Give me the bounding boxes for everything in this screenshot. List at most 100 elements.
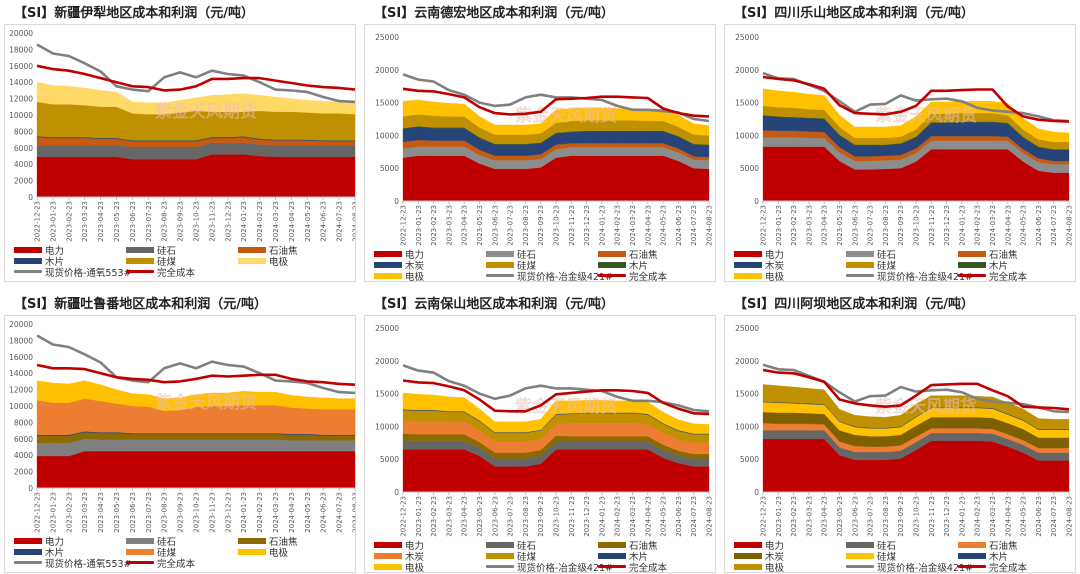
legend-item: 完全成本	[126, 557, 195, 570]
y-tick-label: 2000	[14, 177, 33, 186]
x-tick-label: 2024-06-23	[320, 201, 328, 242]
legend-label: 木炭	[765, 260, 785, 272]
y-tick-label: 15000	[735, 99, 759, 108]
legend-swatch	[598, 261, 626, 268]
legend-item: 电力	[14, 244, 64, 257]
x-tick-label: 2023-08-23	[882, 205, 890, 246]
x-tick-label: 2024-07-23	[690, 205, 698, 246]
legend-swatch	[958, 541, 986, 548]
legend-item: 现货价格-冶金级421#	[846, 270, 973, 283]
x-tick-label: 2023-07-23	[145, 201, 153, 242]
y-tick-label: 10000	[735, 422, 759, 431]
x-tick-label: 2023-03-23	[81, 201, 89, 242]
x-tick-label: 2023-11-23	[208, 201, 216, 242]
legend-label: 完全成本	[157, 267, 196, 279]
line-现货价格-冶金级421#	[402, 73, 710, 123]
x-tick-label: 2023-11-23	[928, 205, 936, 246]
legend-label: 电力	[405, 540, 425, 552]
x-tick-label: 2024-04-23	[288, 201, 296, 242]
x-tick-label: 2023-12-23	[583, 205, 591, 246]
x-tick-label: 2024-08-23	[706, 496, 714, 537]
area-电极	[36, 82, 355, 115]
x-tick-label: 2022-12-23	[400, 205, 408, 246]
y-tick-label: 20000	[9, 320, 33, 329]
x-tick-label: 2024-06-23	[1035, 205, 1043, 246]
chart-frame: 0 2000 4000 6000 8000 10000 12000 14000 16000 180…	[4, 315, 356, 573]
x-tick-label: 2024-03-23	[272, 492, 280, 533]
y-tick-label: 0	[394, 488, 399, 497]
y-tick-label: 0	[28, 484, 33, 493]
x-tick-label: 2023-02-23	[790, 205, 798, 246]
legend-label: 木炭	[765, 551, 785, 563]
legend-swatch	[734, 261, 762, 268]
y-tick-label: 14000	[9, 78, 33, 87]
legend-swatch	[598, 250, 626, 257]
x-tick-label: 2022-12-23	[34, 201, 42, 242]
x-tick-label: 2024-03-23	[629, 496, 637, 537]
y-tick-label: 8000	[14, 127, 33, 136]
legend-label: 硅石	[877, 249, 897, 261]
legend-swatch	[486, 261, 514, 268]
line-现货价格-通氧553#	[36, 43, 355, 104]
x-tick-label: 2023-08-23	[882, 496, 890, 537]
x-tick-label: 2024-08-23	[352, 201, 356, 242]
legend-label: 木片	[45, 547, 65, 559]
legend-swatch	[958, 261, 986, 268]
x-tick-label: 2022-12-23	[760, 496, 768, 537]
y-tick-label: 25000	[735, 324, 759, 333]
legend-swatch	[126, 561, 154, 564]
x-tick-label: 2023-07-23	[867, 205, 875, 246]
chart-title: 【SI】云南保山地区成本和利润（元/吨）	[374, 297, 614, 312]
x-tick-label: 2023-03-23	[805, 496, 813, 537]
legend-item: 电极	[238, 255, 288, 268]
legend-swatch	[374, 261, 402, 268]
legend-item: 木片	[14, 255, 64, 268]
legend-label: 木片	[989, 260, 1009, 272]
chart-title: 【SI】新疆伊犁地区成本和利润（元/吨）	[14, 6, 254, 21]
x-tick-label: 2023-10-23	[913, 496, 921, 537]
y-tick-label: 18000	[9, 336, 33, 345]
legend-item: 硅煤	[486, 259, 536, 272]
line-现货价格-通氧553#	[36, 334, 355, 395]
x-tick-label: 2024-03-23	[272, 201, 280, 242]
y-tick-label: 14000	[9, 369, 33, 378]
x-tick-label: 2022-12-23	[400, 496, 408, 537]
x-tick-label: 2023-10-23	[553, 496, 561, 537]
legend-swatch	[734, 541, 762, 548]
line-完全成本	[762, 368, 1070, 411]
y-tick-label: 10000	[735, 131, 759, 140]
legend-item: 完全成本	[126, 266, 196, 279]
y-tick-label: 6000	[14, 144, 33, 153]
legend-item: 硅石	[846, 248, 897, 261]
x-tick-label: 2023-10-23	[553, 205, 561, 246]
x-tick-label: 2024-03-23	[989, 205, 997, 246]
legend-label: 电极	[269, 547, 289, 559]
x-tick-label: 2023-07-23	[867, 496, 875, 537]
y-tick-label: 10000	[375, 131, 399, 140]
legend-item: 现货价格-通氧553#	[14, 266, 132, 279]
x-tick-label: 2024-07-23	[336, 201, 344, 242]
y-tick-label: 20000	[375, 357, 399, 366]
legend-swatch	[238, 246, 266, 253]
watermark: 紫金天风期货	[875, 396, 977, 417]
legend-label: 现货价格-通氧553#	[45, 267, 132, 279]
x-tick-label: 2023-12-23	[583, 496, 591, 537]
legend-swatch	[126, 270, 154, 273]
chart-frame: 0 5000 10000 15000 20000 25000 紫金天风期货 2022-12-2…	[724, 315, 1076, 573]
y-tick-label: 4000	[14, 451, 33, 460]
legend-item: 木片	[598, 259, 648, 272]
legend-item: 木片	[958, 259, 1009, 272]
x-tick-label: 2024-01-23	[598, 205, 606, 246]
legend-swatch	[486, 250, 514, 257]
x-tick-label: 2024-06-23	[675, 205, 683, 246]
legend-swatch	[486, 552, 514, 559]
legend-swatch	[238, 537, 266, 544]
legend-swatch	[126, 257, 154, 264]
chart-panel: 【SI】云南德宏地区成本和利润（元/吨） 0 5000 10000 15000 20000…	[360, 0, 720, 283]
x-tick-label: 2024-05-23	[660, 205, 668, 246]
area-电力	[36, 154, 355, 198]
x-tick-label: 2024-03-23	[629, 205, 637, 246]
watermark: 紫金天风期货	[155, 392, 257, 413]
x-tick-label: 2023-02-23	[790, 496, 798, 537]
legend-swatch	[126, 537, 154, 544]
